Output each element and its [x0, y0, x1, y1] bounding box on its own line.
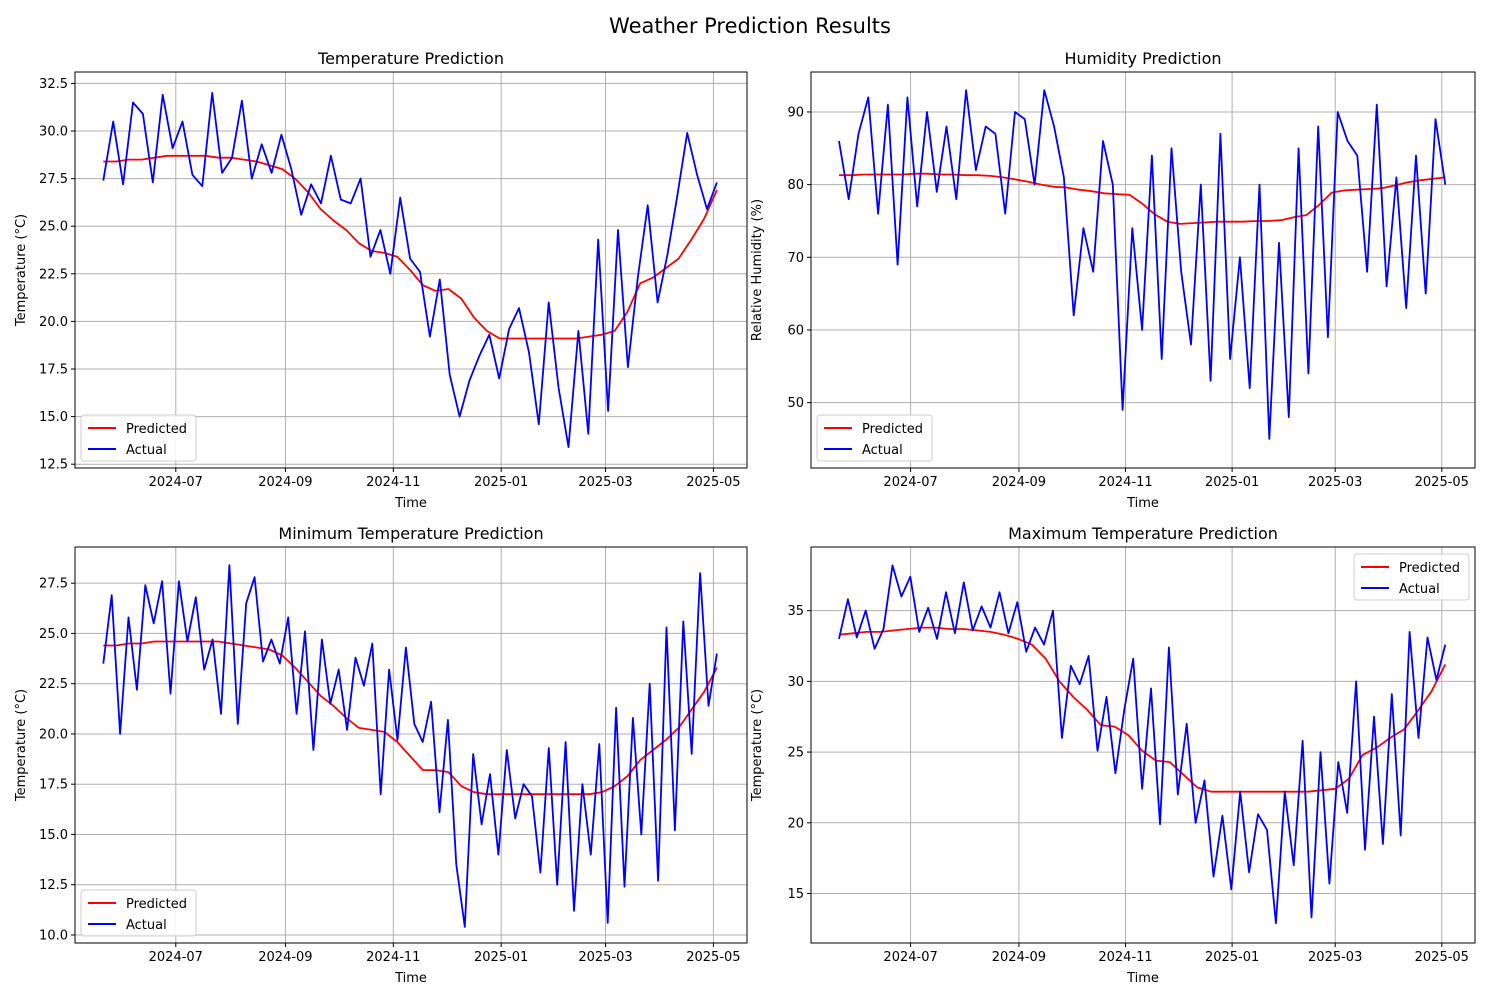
legend-label-actual: Actual: [1399, 582, 1440, 597]
y-tick-label: 30: [787, 675, 804, 690]
chart-title-max-temperature: Maximum Temperature Prediction: [1008, 524, 1278, 543]
y-tick-label: 10.0: [39, 928, 68, 943]
y-tick-label: 70: [787, 251, 804, 266]
panel-min-temperature: 10.0 12.5 15.0 17.5 20.0 22.5 25.0 27.5 2024-07 2…: [14, 524, 748, 986]
series-line-actual: [838, 564, 1447, 925]
axes-frame: [810, 71, 1476, 469]
y-tick-label: 35: [787, 604, 804, 619]
y-axis-label: Relative Humidity (%): [750, 199, 765, 341]
x-tick-label: 2025-01: [1205, 475, 1259, 490]
axes-frame: [74, 71, 748, 469]
x-tick-label: 2024-07: [883, 950, 937, 965]
y-axis-label: Temperature (°C): [750, 689, 765, 802]
chart-title-min-temperature: Minimum Temperature Prediction: [278, 524, 543, 543]
y-tick-label: 25: [787, 746, 804, 761]
y-tick-label: 25.0: [39, 220, 68, 235]
y-tick-label: 60: [787, 323, 804, 338]
y-tick-label: 20: [787, 816, 804, 831]
y-tick-label: 15: [787, 887, 804, 902]
x-tick-label: 2024-09: [258, 950, 312, 965]
x-tick-label: 2024-11: [1098, 950, 1152, 965]
legend-label-predicted: Predicted: [126, 422, 187, 437]
series-line-actual: [102, 564, 718, 928]
series-line-predicted: [103, 154, 718, 340]
series-line-predicted: [839, 172, 1446, 225]
y-tick-label: 15.0: [39, 410, 68, 425]
x-tick-label: 2025-05: [686, 950, 740, 965]
figure-title: Weather Prediction Results: [609, 14, 891, 38]
x-tick-label: 2024-07: [883, 475, 937, 490]
y-tick-label: 17.5: [39, 778, 68, 793]
x-tick-label: 2025-05: [1415, 475, 1469, 490]
y-tick-label: 17.5: [39, 363, 68, 378]
legend: Predicted Actual: [80, 414, 197, 462]
x-axis-label: Time: [394, 971, 427, 986]
legend-label-actual: Actual: [126, 918, 167, 933]
series-line-predicted: [103, 640, 718, 796]
panel-humidity: 50 60 70 80 90 2024-07 2024-09 2024-11 2025-01 20…: [750, 49, 1476, 511]
y-tick-label: 50: [787, 396, 804, 411]
chart-title-temperature: Temperature Prediction: [317, 49, 504, 68]
x-tick-label: 2025-03: [1308, 475, 1362, 490]
x-tick-label: 2025-03: [1308, 950, 1362, 965]
y-tick-label: 12.5: [39, 878, 68, 893]
y-tick-label: 20.0: [39, 315, 68, 330]
panel-temperature: 12.5 15.0 17.5 20.0 22.5 25.0 27.5 30.0 32.5 2024…: [14, 49, 748, 511]
y-tick-label: 90: [787, 105, 804, 120]
x-tick-label: 2025-05: [686, 475, 740, 490]
y-tick-label: 32.5: [39, 77, 68, 92]
x-tick-label: 2025-01: [474, 950, 528, 965]
x-tick-label: 2024-11: [366, 950, 420, 965]
y-tick-label: 27.5: [39, 172, 68, 187]
panel-max-temperature: 15 20 25 30 35 2024-07 2024-09 2024-11 2025-01 20…: [750, 524, 1476, 986]
y-tick-label: 22.5: [39, 677, 68, 692]
series-line-actual: [838, 89, 1447, 440]
legend-label-actual: Actual: [126, 443, 167, 458]
x-tick-label: 2025-01: [1205, 950, 1259, 965]
x-tick-label: 2024-07: [149, 475, 203, 490]
y-axis-label: Temperature (°C): [14, 214, 29, 327]
y-tick-label: 80: [787, 178, 804, 193]
x-axis-label: Time: [1126, 496, 1159, 511]
legend: Predicted Actual: [816, 414, 933, 462]
x-tick-label: 2024-07: [149, 950, 203, 965]
x-axis-label: Time: [394, 496, 427, 511]
y-tick-label: 27.5: [39, 577, 68, 592]
legend: Predicted Actual: [1353, 553, 1470, 601]
x-tick-label: 2025-03: [578, 475, 632, 490]
x-tick-label: 2024-09: [258, 475, 312, 490]
legend-label-predicted: Predicted: [862, 422, 923, 437]
x-tick-label: 2024-09: [992, 475, 1046, 490]
y-axis-label: Temperature (°C): [14, 689, 29, 802]
axes-frame: [810, 546, 1476, 944]
y-tick-label: 15.0: [39, 828, 68, 843]
axes-frame: [74, 546, 748, 944]
x-tick-label: 2025-01: [474, 475, 528, 490]
x-tick-label: 2024-11: [1098, 475, 1152, 490]
x-axis-label: Time: [1126, 971, 1159, 986]
series-line-actual: [102, 92, 718, 449]
y-tick-label: 30.0: [39, 125, 68, 140]
y-tick-label: 22.5: [39, 267, 68, 282]
y-tick-label: 20.0: [39, 727, 68, 742]
x-tick-label: 2024-11: [366, 475, 420, 490]
x-tick-label: 2025-03: [578, 950, 632, 965]
chart-title-humidity: Humidity Prediction: [1064, 49, 1221, 68]
y-tick-label: 12.5: [39, 458, 68, 473]
legend-label-predicted: Predicted: [126, 897, 187, 912]
x-tick-label: 2024-09: [992, 950, 1046, 965]
legend-label-actual: Actual: [862, 443, 903, 458]
legend-label-predicted: Predicted: [1399, 561, 1460, 576]
legend: Predicted Actual: [80, 889, 197, 937]
y-tick-label: 25.0: [39, 627, 68, 642]
x-tick-label: 2025-05: [1415, 950, 1469, 965]
